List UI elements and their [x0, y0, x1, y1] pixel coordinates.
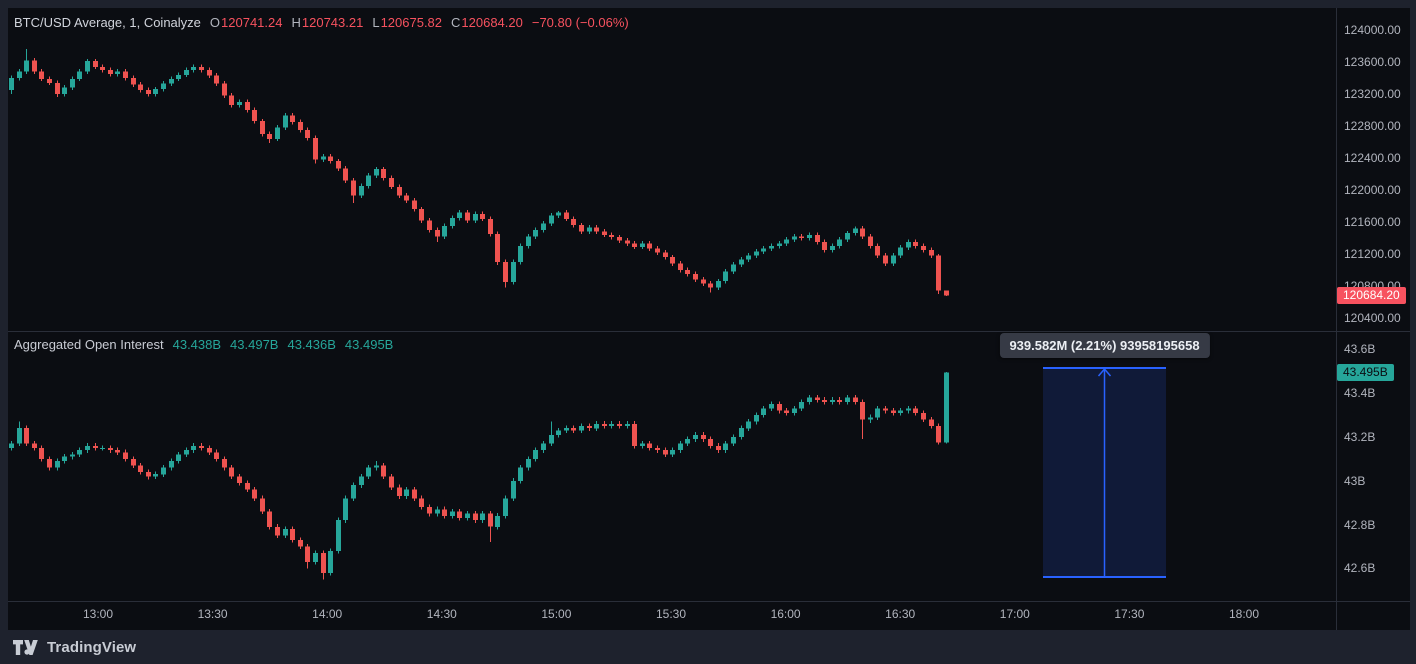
time-axis-tick: 14:00: [312, 607, 343, 621]
tradingview-link[interactable]: TradingView: [13, 639, 136, 656]
y-axis-tick: 43B: [1344, 473, 1366, 488]
y-axis-tick: 42.8B: [1344, 517, 1376, 532]
price-pane-legend: BTC/USD Average, 1, Coinalyze O120741.24…: [14, 15, 629, 30]
ohlc-values: O120741.24 H120743.21 L120675.82 C120684.20: [210, 15, 523, 30]
y-axis-tick: 121200.00: [1344, 247, 1401, 261]
time-axis-tick: 13:00: [82, 607, 114, 621]
time-axis-tick: 17:30: [1114, 607, 1145, 621]
measure-tooltip: 939.582M (2.21%) 93958195658: [999, 333, 1210, 358]
attribution-bar: TradingView: [0, 630, 1416, 664]
tradingview-logo-icon: [13, 639, 38, 655]
oi-value: 43.436B: [287, 337, 336, 352]
chart-widget-background: [8, 8, 1410, 630]
y-axis-tick: 124000.00: [1344, 23, 1401, 37]
y-axis-tick: 42.6B: [1344, 561, 1376, 576]
symbol-title[interactable]: BTC/USD Average, 1, Coinalyze: [14, 15, 201, 30]
oi-values: 43.438B 43.497B 43.436B 43.495B: [173, 337, 394, 352]
time-axis-tick: 16:30: [885, 607, 916, 621]
oi-value: 43.438B: [172, 337, 222, 352]
oi-value: 43.495B: [344, 337, 394, 352]
time-scale-separator: [8, 601, 1410, 602]
y-axis-tick: 122000.00: [1344, 183, 1401, 197]
price-scale-separator: [1336, 8, 1337, 630]
tradingview-brand-text: TradingView: [47, 638, 137, 656]
time-axis-tick: 17:00: [999, 607, 1030, 621]
last-price-badge: 120684.20: [1337, 286, 1406, 304]
time-axis-tick: 15:30: [655, 607, 687, 621]
y-axis-tick: 123200.00: [1344, 87, 1401, 101]
oi-pane-legend: Aggregated Open Interest 43.438B 43.497B 4…: [14, 337, 393, 352]
time-axis-tick: 18:00: [1228, 607, 1260, 621]
time-axis-tick: 14:30: [426, 607, 457, 621]
oi-value-badge: 43.495B: [1337, 363, 1394, 381]
indicator-title[interactable]: Aggregated Open Interest: [14, 337, 164, 352]
oi-value: 43.497B: [230, 337, 279, 352]
time-axis-tick: 13:30: [197, 607, 228, 621]
ohlc-item: O120741.24: [209, 15, 283, 30]
y-axis-tick: 43.6B: [1344, 342, 1376, 357]
oi-axis[interactable]: 43.6B 43.4B 43.2B 43B 42.8B 42.6B: [1336, 331, 1416, 601]
y-axis-tick: 43.2B: [1344, 430, 1376, 444]
price-axis[interactable]: 124000.00 123600.00 123200.00 122800.00 1224…: [1336, 0, 1416, 331]
measure-tool[interactable]: [1043, 367, 1166, 578]
time-axis-tick: 16:00: [770, 607, 801, 621]
ohlc-item: H120743.21: [291, 15, 364, 30]
ohlc-item: L120675.82: [372, 15, 443, 30]
y-axis-tick: 123600.00: [1344, 55, 1401, 69]
price-candles: [9, 49, 949, 296]
pane-separator[interactable]: [8, 331, 1410, 332]
y-axis-tick: 122800.00: [1344, 119, 1401, 133]
y-axis-tick: 121600.00: [1344, 215, 1401, 229]
arrow-up-icon: [1097, 367, 1112, 377]
price-change: −70.80 (−0.06%): [531, 15, 629, 30]
open-interest-candles: [9, 372, 949, 580]
ohlc-item: C120684.20: [451, 15, 523, 30]
time-axis[interactable]: 13:00 13:30 14:00 14:30 15:00 15:30 16:00 16:30…: [8, 601, 1336, 630]
y-axis-tick: 122400.00: [1344, 151, 1401, 165]
time-axis-tick: 15:00: [541, 607, 572, 621]
y-axis-tick: 120400.00: [1344, 311, 1401, 325]
y-axis-tick: 43.4B: [1344, 386, 1376, 401]
